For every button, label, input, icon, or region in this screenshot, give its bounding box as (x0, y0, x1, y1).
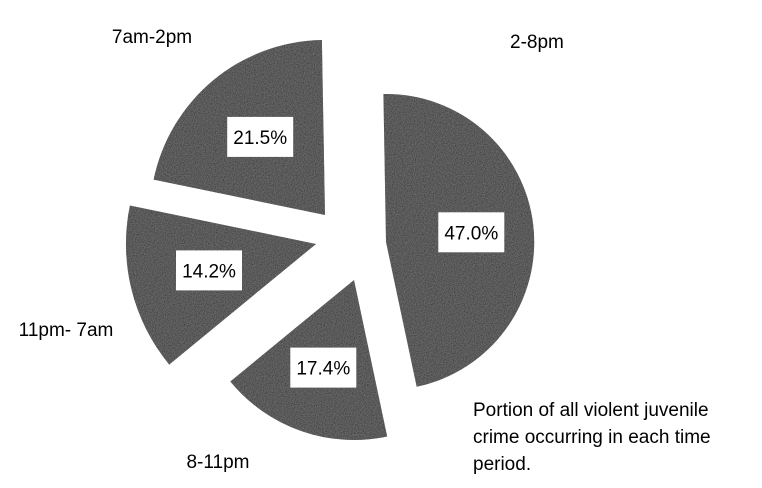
value-label-box-7am-2pm (227, 116, 294, 157)
value-label-box-11pm-7am (176, 250, 242, 291)
value-label-box-2-8pm (438, 212, 505, 253)
value-label-2-8pm: 47.0% (444, 223, 498, 244)
value-label-11pm-7am: 14.2% (182, 261, 236, 282)
value-label-box-8-11pm (290, 347, 357, 388)
chart-annotation: Portion of all violent juvenile crime oc… (473, 400, 711, 475)
category-label-7am-2pm: 7am-2pm (112, 27, 192, 48)
category-label-11pm-7am: 11pm- 7am (19, 320, 114, 341)
category-label-2-8pm: 2-8pm (510, 32, 564, 53)
value-label-7am-2pm: 21.5% (233, 128, 287, 149)
category-label-8-11pm: 8-11pm (186, 452, 249, 473)
value-label-8-11pm: 17.4% (296, 359, 350, 380)
